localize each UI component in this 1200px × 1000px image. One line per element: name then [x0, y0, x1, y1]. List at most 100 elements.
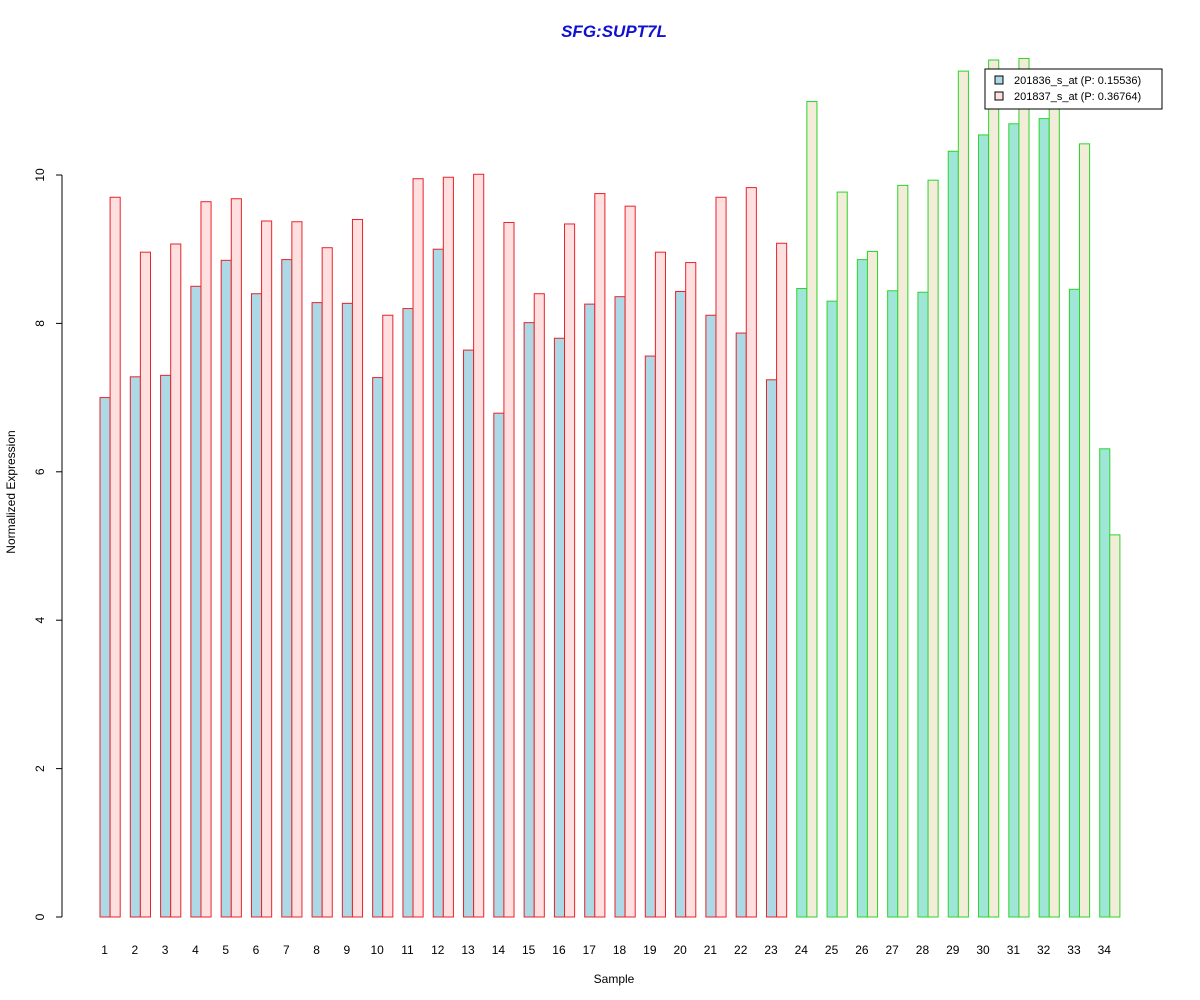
x-tick-label: 18	[613, 943, 627, 957]
bar-series-2-sample-30	[988, 59, 1000, 918]
x-tick-label: 28	[916, 943, 930, 957]
bar-series-1-sample-19	[644, 355, 656, 918]
bar-series-2-sample-19	[654, 251, 666, 918]
x-tick-label: 21	[704, 943, 718, 957]
bar-series-2-sample-12	[442, 176, 454, 918]
x-tick-label: 19	[643, 943, 657, 957]
y-tick-label: 8	[33, 320, 47, 327]
x-tick-label: 17	[583, 943, 597, 957]
bar-series-1-sample-12	[432, 248, 444, 918]
bar-series-1-sample-26	[856, 259, 868, 918]
bar-series-2-sample-23	[776, 242, 788, 918]
bar-series-2-sample-24	[806, 101, 818, 918]
x-tick-label: 29	[946, 943, 960, 957]
bar-series-1-sample-17	[584, 303, 596, 918]
legend-box	[984, 68, 1163, 110]
x-tick-label: 14	[492, 943, 506, 957]
bar-series-2-sample-3	[170, 243, 182, 918]
y-axis-label: Normalized Expression	[4, 430, 18, 553]
bar-series-2-sample-11	[412, 178, 424, 918]
x-tick-label: 25	[825, 943, 839, 957]
bar-series-1-sample-21	[705, 314, 717, 918]
bar-series-2-sample-4	[200, 201, 212, 918]
bar-series-1-sample-32	[1038, 118, 1050, 918]
bar-series-2-sample-17	[594, 193, 606, 918]
x-tick-label: 13	[461, 943, 475, 957]
legend-swatch-series-1	[994, 75, 1004, 85]
bar-series-1-sample-7	[281, 259, 293, 918]
bar-series-1-sample-28	[917, 291, 929, 918]
bar-series-2-sample-27	[897, 184, 909, 918]
bar-series-2-sample-29	[957, 70, 969, 918]
x-tick-label: 27	[886, 943, 900, 957]
bar-series-1-sample-15	[523, 322, 535, 918]
x-tick-label: 10	[371, 943, 385, 957]
bar-series-2-sample-26	[866, 250, 879, 918]
y-tick-label: 4	[33, 617, 47, 624]
x-tick-label: 11	[401, 943, 414, 957]
bar-series-2-sample-7	[291, 221, 303, 918]
chart-title: SFG:SUPT7L	[561, 22, 667, 41]
x-tick-label: 12	[431, 943, 445, 957]
bar-series-2-sample-15	[533, 293, 545, 918]
bar-series-2-sample-1	[109, 196, 121, 918]
bar-series-2-sample-22	[745, 187, 757, 918]
x-tick-label: 16	[552, 943, 566, 957]
x-tick-label: 24	[795, 943, 809, 957]
x-tick-label: 5	[222, 943, 229, 957]
bar-series-2-sample-8	[321, 247, 333, 918]
bar-series-2-sample-13	[473, 173, 485, 918]
x-tick-label: 26	[855, 943, 869, 957]
x-tick-label: 3	[162, 943, 169, 957]
bar-series-1-sample-11	[402, 308, 414, 918]
x-tick-label: 30	[976, 943, 990, 957]
bar-series-2-sample-34	[1109, 534, 1121, 918]
bars	[99, 58, 1121, 918]
x-tick-label: 1	[101, 943, 108, 957]
bar-series-1-sample-6	[250, 293, 263, 918]
bar-series-1-sample-2	[129, 376, 141, 918]
bar-series-1-sample-27	[887, 290, 899, 918]
bar-series-1-sample-10	[372, 377, 384, 918]
legend-label-series-2: 201837_s_at (P: 0.36764)	[1014, 91, 1141, 103]
bar-series-2-sample-2	[139, 251, 151, 918]
x-tick-label: 4	[192, 943, 199, 957]
bar-series-2-sample-33	[1079, 143, 1091, 918]
bar-series-1-sample-1	[99, 397, 111, 918]
x-axis-label: Sample	[594, 972, 635, 986]
y-tick-label: 10	[33, 168, 47, 182]
x-tick-label: 8	[313, 943, 320, 957]
bar-series-2-sample-16	[564, 223, 576, 918]
x-tick-label: 2	[131, 943, 138, 957]
bar-series-1-sample-3	[160, 374, 172, 918]
bar-series-1-sample-33	[1068, 288, 1081, 918]
bar-series-2-sample-9	[351, 219, 364, 918]
bar-series-2-sample-14	[503, 221, 515, 918]
x-tick-label: 33	[1067, 943, 1081, 957]
bar-series-2-sample-21	[715, 196, 727, 918]
bar-series-2-sample-28	[927, 179, 939, 918]
bar-series-1-sample-14	[493, 412, 505, 918]
legend-label-series-1: 201836_s_at (P: 0.15536)	[1014, 75, 1141, 87]
bar-series-1-sample-16	[553, 337, 566, 918]
bar-series-1-sample-9	[341, 302, 353, 918]
bar-series-1-sample-5	[220, 259, 232, 918]
bar-series-1-sample-31	[1008, 123, 1020, 918]
bar-series-2-sample-18	[624, 205, 636, 918]
bar-series-1-sample-22	[735, 332, 747, 918]
bar-series-1-sample-13	[463, 349, 475, 918]
legend-swatch-series-2	[994, 91, 1004, 101]
bar-series-1-sample-20	[675, 290, 687, 918]
bar-series-2-sample-5	[230, 198, 242, 918]
x-tick-label: 32	[1037, 943, 1051, 957]
bar-series-2-sample-25	[836, 191, 848, 918]
bar-series-1-sample-24	[796, 288, 808, 918]
x-tick-label: 23	[764, 943, 778, 957]
legend: 201836_s_at (P: 0.15536) 201837_s_at (P:…	[984, 68, 1163, 110]
bar-series-1-sample-25	[826, 300, 838, 918]
bar-series-2-sample-10	[382, 314, 394, 918]
bar-series-2-sample-31	[1018, 58, 1030, 918]
x-tick-label: 7	[283, 943, 290, 957]
bar-series-1-sample-29	[947, 150, 959, 918]
